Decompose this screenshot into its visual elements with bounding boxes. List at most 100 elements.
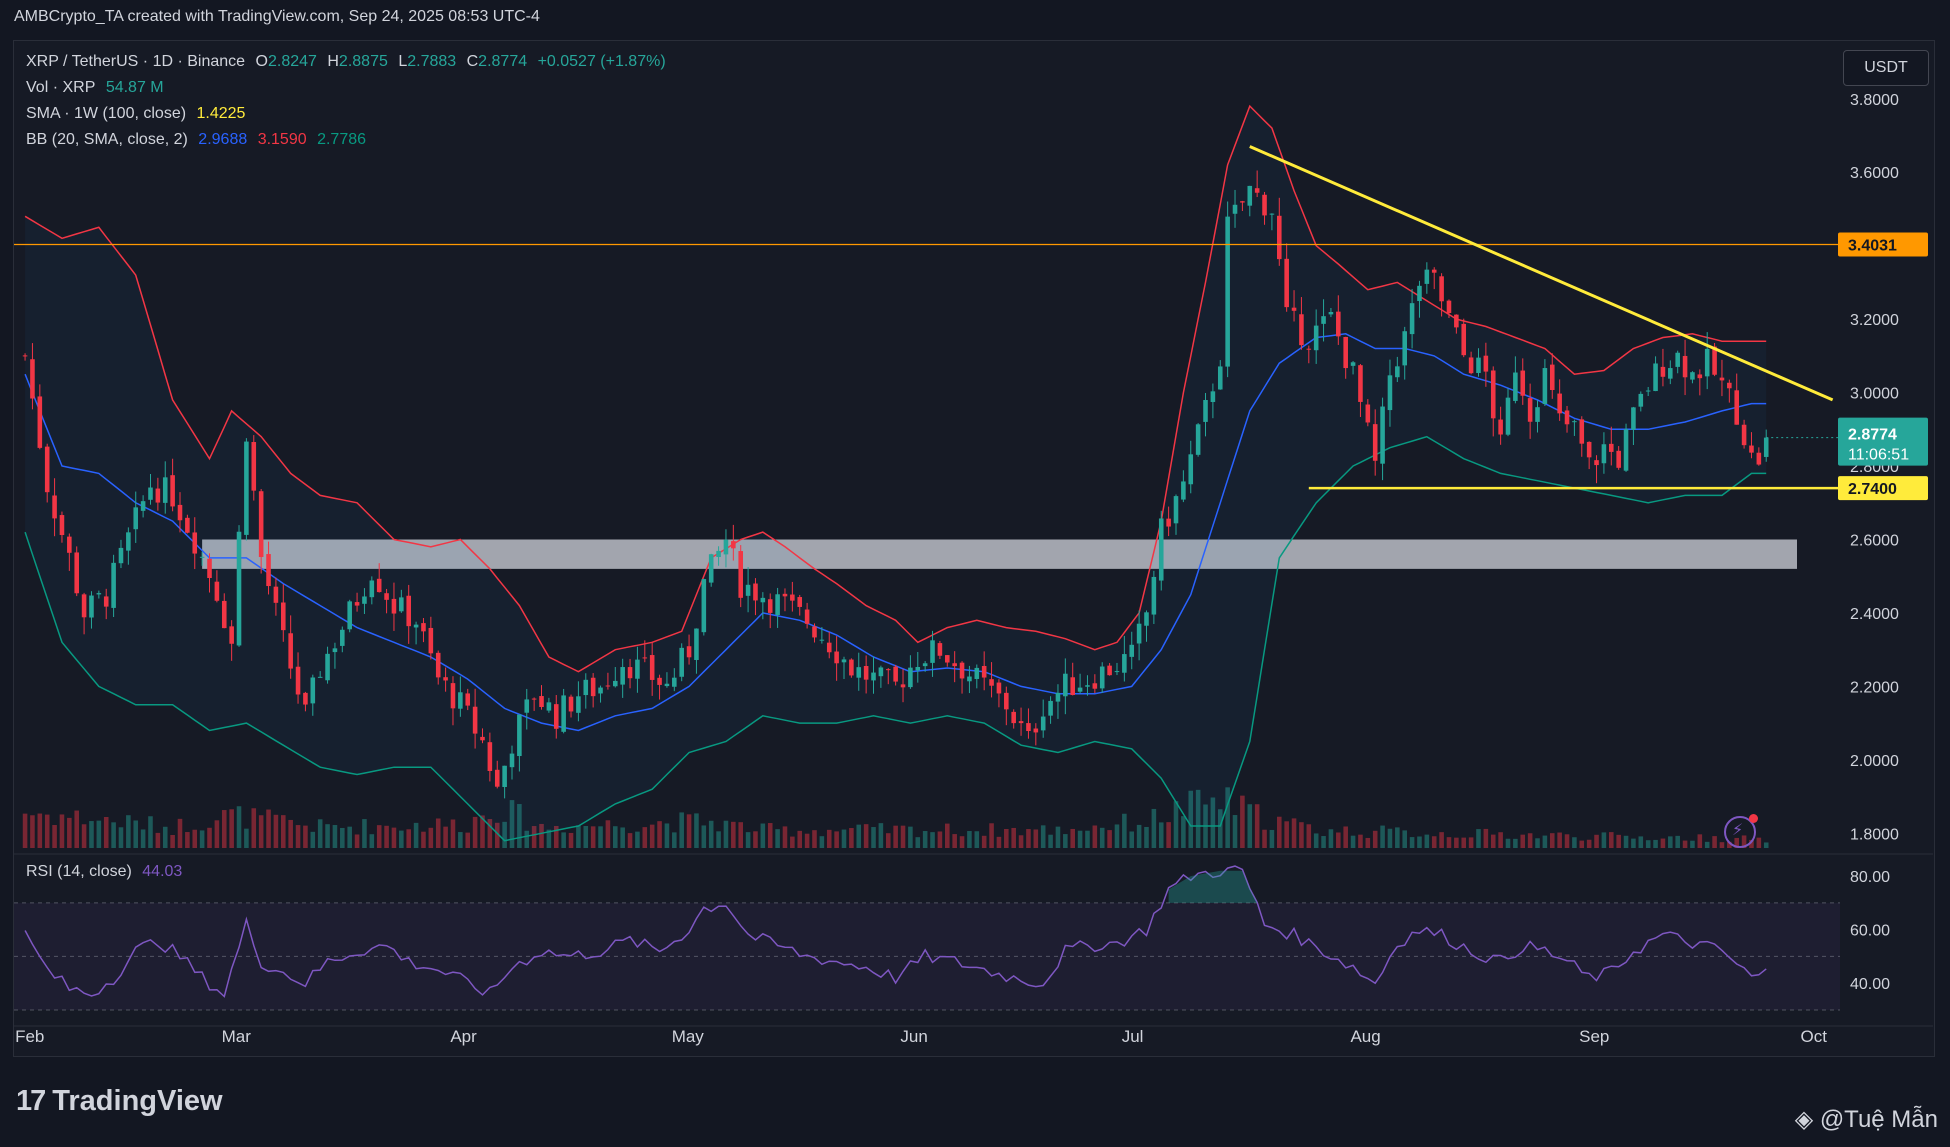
volume-bar: [1498, 832, 1503, 848]
candle: [1395, 366, 1400, 378]
candle: [760, 597, 766, 603]
candle: [1623, 429, 1629, 471]
currency-button[interactable]: USDT: [1843, 50, 1929, 86]
candle: [745, 584, 751, 596]
legend-volume[interactable]: Vol · XRP 54.87 M: [26, 79, 170, 97]
volume-bar: [1520, 834, 1526, 848]
volume-bar: [126, 815, 131, 848]
candle: [1158, 518, 1164, 581]
legend-sma-value: 1.4225: [196, 105, 246, 122]
candle: [908, 667, 913, 688]
candle: [472, 706, 478, 734]
candle: [1727, 382, 1732, 389]
legend-rsi[interactable]: RSI (14, close) 44.03: [26, 863, 188, 881]
volume-bar: [871, 827, 876, 848]
legend-bb[interactable]: BB (20, SMA, close, 2) 2.9688 3.1590 2.7…: [26, 131, 372, 149]
volume-bar: [52, 825, 57, 848]
volume-bar: [635, 831, 640, 848]
volume-bar: [819, 836, 825, 848]
candle: [340, 629, 345, 646]
volume-bar: [767, 823, 773, 848]
tradingview-logo[interactable]: 17 TradingView: [16, 1085, 223, 1118]
volume-bar: [1181, 816, 1186, 848]
candle: [620, 667, 625, 685]
volume-bar: [1321, 836, 1326, 848]
volume-bar: [1535, 838, 1540, 848]
volume-bar: [185, 832, 190, 848]
volume-bar: [716, 831, 721, 848]
candle: [37, 396, 43, 448]
volume-bar: [1306, 824, 1312, 848]
last-price-label: 2.8774: [1848, 427, 1897, 444]
volume-bar: [472, 816, 478, 848]
volume-bar: [1490, 834, 1496, 848]
time-tick-label: Sep: [1579, 1027, 1609, 1046]
candle: [251, 442, 257, 491]
candle: [443, 677, 448, 681]
volume-bar: [937, 831, 943, 848]
candle: [1668, 368, 1673, 379]
volume-bar: [1727, 841, 1732, 848]
legend-sma[interactable]: SMA · 1W (100, close) 1.4225: [26, 105, 251, 123]
volume-bar: [266, 809, 271, 848]
candle: [1586, 441, 1592, 458]
candle: [1461, 323, 1467, 356]
grid: [14, 853, 1933, 1027]
candle: [1077, 687, 1083, 692]
candle: [1645, 390, 1651, 392]
volume-bar: [1188, 790, 1194, 848]
volume-bar: [347, 826, 352, 848]
volume-bar: [642, 827, 648, 848]
candle: [1365, 404, 1371, 423]
volume-bar: [1210, 797, 1216, 848]
candle: [199, 556, 205, 558]
candle: [44, 446, 50, 493]
candle: [981, 665, 987, 678]
candle: [524, 699, 530, 713]
alert-icon[interactable]: ⚡: [1724, 814, 1758, 848]
volume-bar: [428, 827, 434, 848]
volume-bar: [1446, 837, 1452, 848]
volume-bar: [1055, 826, 1061, 848]
volume-bar: [413, 822, 419, 848]
candle: [1262, 194, 1267, 216]
candle: [1446, 300, 1452, 314]
candle: [1579, 419, 1585, 444]
candle: [140, 501, 146, 511]
candle: [376, 578, 382, 593]
volume-bar: [812, 830, 817, 848]
candle: [613, 680, 618, 687]
candle: [1557, 393, 1562, 414]
volume-bar: [1269, 829, 1275, 848]
legend-symbol[interactable]: XRP / TetherUS · 1D · Binance: [26, 53, 246, 70]
candle: [1734, 390, 1739, 425]
volume-bar: [1151, 808, 1157, 848]
candle: [192, 532, 198, 554]
volume-bar: [1350, 835, 1356, 848]
volume-bar: [458, 832, 463, 848]
candle: [421, 623, 426, 632]
price-tick-label: 3.2000: [1850, 312, 1899, 329]
volume-bar: [1424, 834, 1430, 848]
volume-bar: [1719, 842, 1725, 848]
last-price-label-bg: [1838, 417, 1928, 466]
candle: [1719, 377, 1725, 381]
volume-bar: [443, 826, 448, 848]
rsi-tick-label: 40.00: [1850, 976, 1890, 993]
volume-bar: [613, 826, 618, 848]
candle: [354, 602, 360, 606]
candle: [1225, 216, 1230, 367]
candle: [22, 355, 28, 357]
candle: [1122, 654, 1127, 673]
time-tick-label: Apr: [450, 1027, 477, 1046]
candle: [598, 687, 603, 694]
volume-bar: [1549, 833, 1555, 848]
candle: [1609, 443, 1614, 452]
volume-bar: [494, 822, 500, 848]
volume-bar: [1232, 815, 1238, 848]
candle: [30, 359, 35, 399]
volume-bar: [1431, 836, 1437, 848]
volume-bar: [1631, 838, 1636, 848]
candle: [1217, 366, 1223, 390]
